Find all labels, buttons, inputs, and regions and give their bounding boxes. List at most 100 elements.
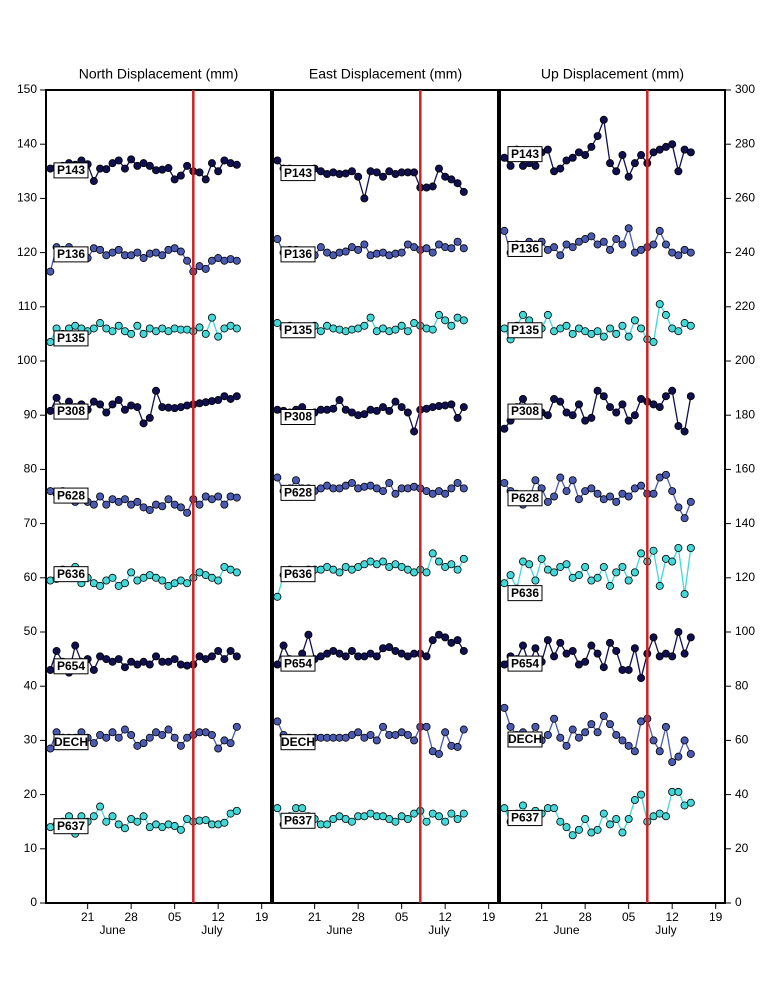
data-point [618,736,627,745]
y-tick-label: 260 [735,191,755,205]
data-point [316,243,325,252]
y-tick-label: 100 [735,624,755,638]
data-point [599,712,608,721]
data-point [686,749,695,758]
data-point [568,243,577,252]
data-point [661,310,670,319]
station-box [280,484,316,501]
data-point [459,554,468,563]
data-point [574,495,583,504]
data-point [506,161,515,170]
data-point [232,722,241,731]
data-point [360,240,369,249]
data-point [587,484,596,493]
data-point [500,153,509,162]
data-point [686,798,695,807]
data-point [568,725,577,734]
data-point [410,427,419,436]
station-label: P308 [284,410,312,424]
y-tick-label: 200 [735,353,755,367]
data-point [562,321,571,330]
data-point [133,321,142,330]
data-point [341,652,350,661]
data-point [220,818,229,827]
data-point [674,543,683,552]
y-tick-label: 140 [735,516,755,530]
axis-title: East Displacement (mm) [309,66,462,82]
station-box [507,655,543,672]
data-point [500,478,509,487]
data-point [441,728,450,737]
station-box [507,490,543,507]
y-tick-label: 240 [735,245,755,259]
data-point [500,804,509,813]
data-point [232,392,241,401]
data-point [587,641,596,650]
data-point [618,400,627,409]
data-point [649,633,658,642]
data-point [459,484,468,493]
data-point [543,636,552,645]
data-point [661,722,670,731]
station-box [280,812,316,829]
data-point [391,397,400,406]
data-point [624,332,633,341]
data-point [220,655,229,664]
y-tick-label: 110 [18,299,37,313]
data-point [668,557,677,566]
data-point [606,324,615,333]
data-point [360,410,369,419]
data-point [360,194,369,203]
station-label: P143 [284,166,312,180]
y-tick-label: 30 [24,733,38,747]
data-point [96,802,105,811]
data-point [686,392,695,401]
data-point [434,812,443,821]
data-point [232,652,241,661]
station-label: P654 [57,659,85,673]
data-point [531,576,540,585]
data-point [686,543,695,552]
data-point [593,825,602,834]
data-point [201,175,210,184]
data-point [170,655,179,664]
data-point [637,324,646,333]
data-point [391,325,400,334]
data-point [120,405,129,414]
station-label: P143 [57,163,85,177]
data-point [593,649,602,658]
data-point [674,787,683,796]
data-point [624,224,633,233]
data-point [89,324,98,333]
data-point [587,142,596,151]
data-point [298,804,307,813]
data-point [680,736,689,745]
data-point [574,733,583,742]
data-point [441,817,450,826]
data-point [606,581,615,590]
station-label: P136 [511,242,539,256]
y-tick-label: 140 [17,136,37,150]
y-tick-label: 20 [735,841,749,855]
data-point [347,646,356,655]
data-point [556,638,565,647]
data-point [612,568,621,577]
data-point [543,497,552,506]
data-point [556,473,565,482]
station-label: P628 [57,488,85,502]
data-point [562,560,571,569]
data-point [385,478,394,487]
data-point [637,790,646,799]
data-point [587,232,596,241]
data-point [581,151,590,160]
data-point [674,752,683,761]
data-point [618,240,627,249]
data-point [624,172,633,181]
axis-title: Up Displacement (mm) [541,66,684,82]
station-box [53,330,89,347]
data-point [366,730,375,739]
data-point [568,411,577,420]
data-point [46,406,55,415]
station-box [507,731,543,748]
data-point [114,820,123,829]
